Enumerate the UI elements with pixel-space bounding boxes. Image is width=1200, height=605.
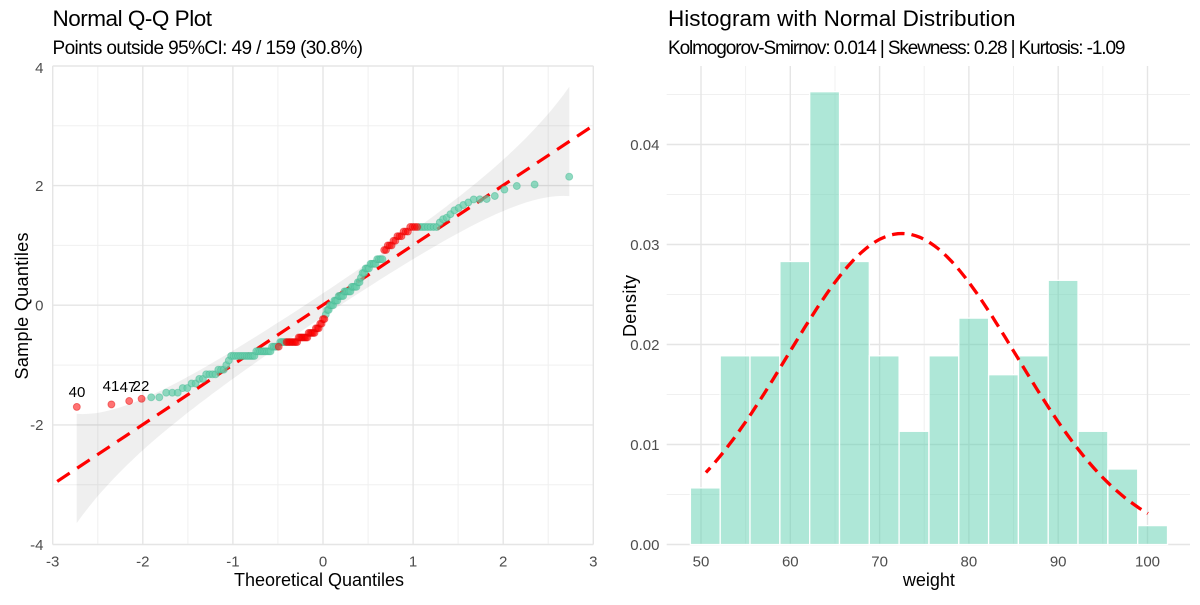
svg-text:47: 47 — [120, 379, 137, 396]
svg-text:4: 4 — [35, 60, 43, 77]
svg-text:3: 3 — [589, 553, 597, 570]
svg-text:0.00: 0.00 — [630, 537, 659, 554]
svg-text:-2: -2 — [136, 553, 149, 570]
svg-text:0.01: 0.01 — [630, 437, 659, 454]
svg-text:2: 2 — [499, 553, 507, 570]
svg-text:60: 60 — [782, 553, 799, 570]
svg-text:Sample Quantiles: Sample Quantiles — [12, 233, 32, 380]
svg-text:Kolmogorov-Smirnov: 0.014 | Sk: Kolmogorov-Smirnov: 0.014 | Skewness: 0.… — [668, 38, 1126, 59]
svg-text:22: 22 — [133, 378, 150, 395]
svg-text:Density: Density — [620, 275, 640, 337]
svg-text:80: 80 — [961, 553, 978, 570]
svg-text:Histogram with Normal Distribu: Histogram with Normal Distribution — [668, 6, 1016, 31]
svg-text:-3: -3 — [46, 553, 59, 570]
svg-text:90: 90 — [1050, 553, 1067, 570]
svg-text:Points outside 95%CI: 49 / 159: Points outside 95%CI: 49 / 159 (30.8%) — [53, 38, 364, 59]
svg-text:1: 1 — [409, 553, 417, 570]
svg-text:weight: weight — [902, 570, 955, 590]
svg-text:0: 0 — [35, 298, 43, 315]
svg-text:Normal Q-Q Plot: Normal Q-Q Plot — [53, 6, 213, 31]
svg-text:-1: -1 — [226, 553, 239, 570]
svg-text:0.04: 0.04 — [630, 137, 659, 154]
svg-text:Theoretical Quantiles: Theoretical Quantiles — [234, 570, 404, 590]
svg-text:40: 40 — [69, 384, 86, 401]
svg-text:-4: -4 — [30, 537, 43, 554]
svg-text:100: 100 — [1135, 553, 1160, 570]
svg-text:0: 0 — [319, 553, 327, 570]
svg-text:50: 50 — [693, 553, 710, 570]
svg-text:0.03: 0.03 — [630, 237, 659, 254]
svg-text:0.02: 0.02 — [630, 337, 659, 354]
svg-text:70: 70 — [871, 553, 888, 570]
svg-text:2: 2 — [35, 178, 43, 195]
svg-text:41: 41 — [103, 378, 120, 395]
svg-text:-2: -2 — [30, 417, 43, 434]
